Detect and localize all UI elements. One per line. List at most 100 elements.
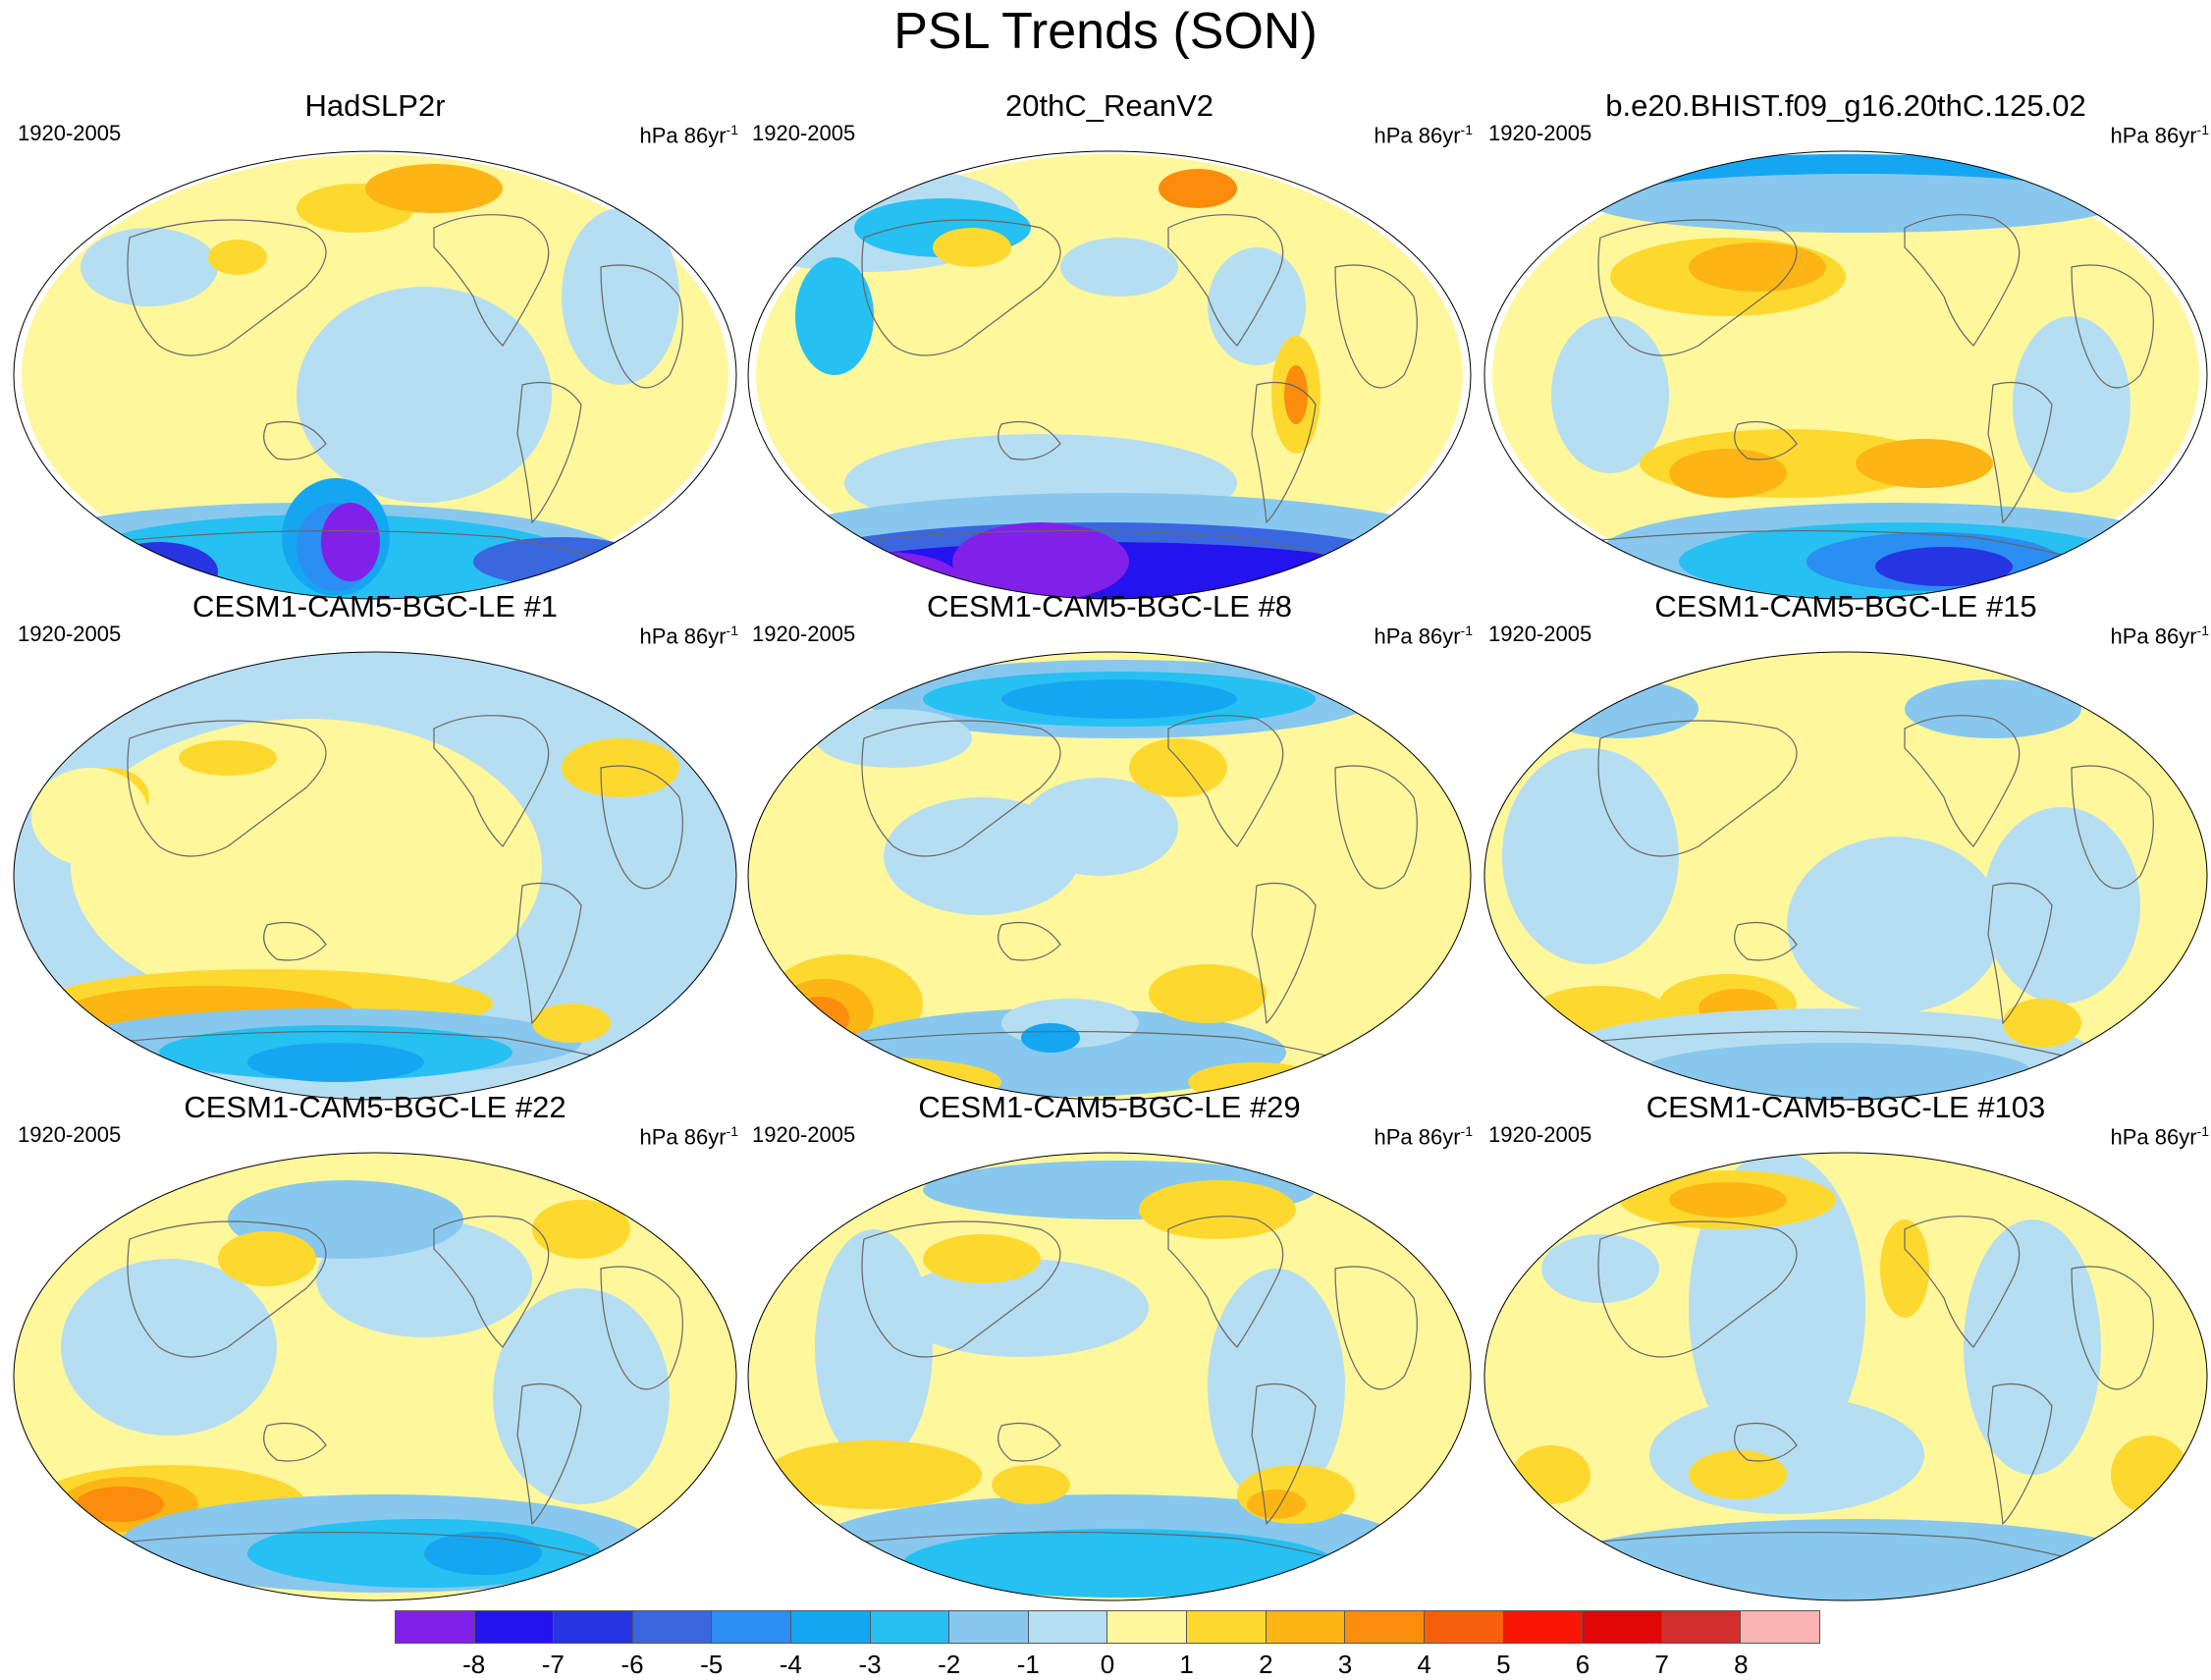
colorbar-segment xyxy=(712,1611,792,1643)
coastline xyxy=(1334,765,1418,890)
colorbar-tick-label: 3 xyxy=(1337,1650,1353,1679)
coastline xyxy=(1987,1382,2053,1526)
coastline xyxy=(1734,420,1798,461)
coastline xyxy=(263,1422,327,1462)
panel-period: 1920-2005 xyxy=(752,121,856,145)
trend-contour-region xyxy=(31,768,149,866)
panel-units: hPa 86yr-1 xyxy=(2110,1117,2209,1151)
colorbar xyxy=(395,1610,1820,1644)
coastline xyxy=(843,1030,1356,1063)
panel-units: hPa 86yr-1 xyxy=(2110,617,2209,650)
coastline xyxy=(1334,264,1418,389)
coastline xyxy=(433,715,550,847)
coastline xyxy=(1334,1266,1418,1390)
trend-contour-region xyxy=(41,660,139,699)
trend-contour-region xyxy=(297,287,552,503)
trend-map xyxy=(13,1152,737,1601)
main-title: PSL Trends (SON) xyxy=(893,3,1318,60)
coastline xyxy=(263,420,327,461)
map-outline xyxy=(747,651,1472,1101)
units-base: hPa 86yr xyxy=(639,1124,727,1150)
colorbar-segment xyxy=(1187,1611,1267,1643)
colorbar-segment xyxy=(1028,1611,1108,1643)
trend-contour-region xyxy=(1669,449,1787,498)
coastline xyxy=(2071,264,2154,389)
trend-map xyxy=(13,651,737,1101)
trend-contour-region xyxy=(1689,1450,1787,1499)
trend-map xyxy=(747,1152,1472,1601)
trend-contour-region xyxy=(1001,679,1237,719)
units-base: hPa 86yr xyxy=(2110,623,2197,649)
colorbar-segment xyxy=(1741,1611,1819,1643)
trend-contour-region xyxy=(2013,316,2130,493)
units-base: hPa 86yr xyxy=(639,123,727,148)
trend-contour-region xyxy=(1149,964,1267,1023)
colorbar-tick-label: 8 xyxy=(1734,1650,1749,1679)
coastline xyxy=(1904,1216,2021,1348)
trend-contour-region xyxy=(81,228,218,306)
map-panel: CESM1-CAM5-BGC-LE #15 1920-2005 hPa 86yr-1 xyxy=(1483,587,2209,1101)
units-base: hPa 86yr xyxy=(1374,1124,1461,1150)
panel-units: hPa 86yr-1 xyxy=(1374,617,1473,650)
trend-contour-region xyxy=(1551,316,1669,473)
colorbar-tick-label: 2 xyxy=(1259,1650,1273,1679)
trend-contour-region xyxy=(1649,1396,1924,1514)
coastline xyxy=(2071,1266,2154,1390)
trend-contour-region xyxy=(71,719,542,1013)
map-outline xyxy=(747,150,1472,600)
coastline xyxy=(1251,882,1317,1025)
map-panel: CESM1-CAM5-BGC-LE #29 1920-2005 hPa 86yr-1 xyxy=(746,1088,1473,1601)
trend-contour-region xyxy=(562,208,679,385)
trend-contour-region xyxy=(933,228,1011,267)
coastline xyxy=(843,529,1356,563)
trend-contour-region xyxy=(1021,1023,1080,1053)
units-exponent: -1 xyxy=(2196,122,2209,137)
trend-contour-region xyxy=(2003,999,2081,1048)
map-outline xyxy=(1483,651,2208,1101)
trend-contour-region xyxy=(903,1529,1335,1598)
trend-contour-region xyxy=(1669,1182,1787,1218)
trend-contour-region xyxy=(952,522,1129,599)
colorbar-tick-label: 5 xyxy=(1496,1650,1511,1679)
colorbar-tick-label: -7 xyxy=(541,1650,565,1679)
colorbar-tick-label: -6 xyxy=(620,1650,644,1679)
trend-contour-region xyxy=(532,1003,611,1043)
coastline xyxy=(1251,381,1317,524)
trend-contour-region xyxy=(532,1200,630,1259)
coastline xyxy=(109,529,621,563)
panel-period: 1920-2005 xyxy=(752,622,856,646)
panel-title: CESM1-CAM5-BGC-LE #22 xyxy=(184,1090,566,1124)
coastline xyxy=(861,720,1061,857)
colorbar-tick-label: -8 xyxy=(462,1650,486,1679)
panel-period: 1920-2005 xyxy=(1488,121,1592,145)
coastline xyxy=(1597,720,1798,857)
colorbar-segment xyxy=(1583,1611,1662,1643)
units-exponent: -1 xyxy=(726,623,738,638)
trend-contour-region xyxy=(1659,1534,2013,1593)
trend-contour-region xyxy=(1129,738,1227,797)
trend-contour-region xyxy=(1541,679,1699,738)
trend-contour-region xyxy=(1983,807,2140,1003)
panel-period: 1920-2005 xyxy=(18,622,122,646)
coastline xyxy=(1251,1382,1317,1526)
coastline xyxy=(433,1216,550,1348)
coastline xyxy=(998,1422,1061,1462)
coastline xyxy=(998,921,1061,961)
units-base: hPa 86yr xyxy=(2110,123,2197,148)
trend-contour-region xyxy=(766,1440,982,1509)
trend-contour-region xyxy=(1541,1234,1659,1303)
trend-contour-region xyxy=(61,1259,277,1436)
trend-contour-region xyxy=(493,1288,670,1504)
coastline xyxy=(1167,1216,1284,1348)
coastline xyxy=(1580,1030,2092,1063)
colorbar-segment xyxy=(632,1611,713,1643)
panel-title: CESM1-CAM5-BGC-LE #103 xyxy=(1645,1090,2046,1124)
coastline xyxy=(998,420,1061,461)
coastline xyxy=(127,720,327,857)
trend-contour-region xyxy=(1591,174,2121,233)
panel-title: HadSLP2r xyxy=(304,88,446,123)
colorbar-segment xyxy=(1503,1611,1584,1643)
coastline xyxy=(861,1220,1061,1358)
trend-contour-region xyxy=(1060,238,1178,297)
colorbar-segment xyxy=(1107,1611,1188,1643)
